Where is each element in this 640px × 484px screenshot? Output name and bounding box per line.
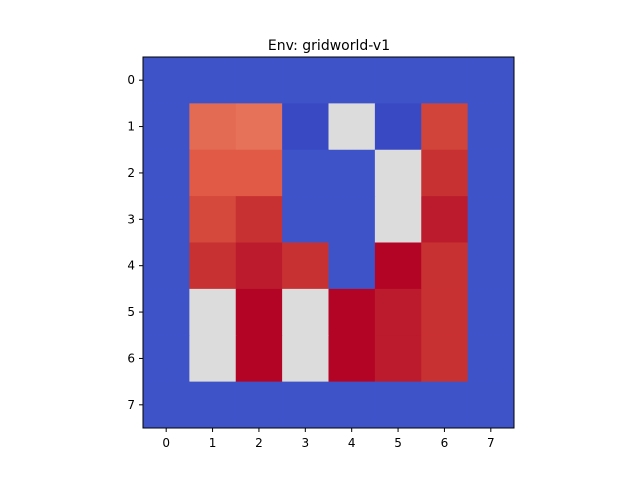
heatmap-cell-r7-c4 [328,381,376,429]
heatmap-cell-r3-c7 [467,196,515,243]
heatmap-cells [143,57,515,429]
y-tick-label: 7 [127,398,135,412]
heatmap-cell-r2-c1 [189,149,237,197]
x-tick-label: 1 [209,436,217,450]
heatmap-cell-r0-c7 [467,57,515,104]
y-tick-label: 0 [127,73,135,87]
heatmap-cell-r4-c7 [467,242,515,290]
heatmap-cell-r0-c1 [189,57,237,104]
heatmap-cell-r0-c0 [143,57,190,104]
heatmap-cell-r4-c2 [235,242,283,290]
heatmap-cell-r2-c7 [467,149,515,197]
heatmap-cell-r1-c0 [143,103,190,151]
heatmap-cell-r1-c6 [421,103,469,151]
heatmap-cell-r1-c3 [282,103,329,151]
heatmap-cell-r0-c5 [374,57,422,104]
heatmap-cell-r0-c6 [421,57,469,104]
heatmap-cell-r2-c5 [374,149,422,197]
y-axis: 0 1 2 3 4 5 6 7 [127,73,143,412]
heatmap-cell-r2-c2 [235,149,283,197]
heatmap-cell-r1-c5 [374,103,422,151]
heatmap-cell-r5-c6 [421,288,469,336]
heatmap-cell-r7-c6 [421,381,469,429]
x-tick-label: 4 [348,436,356,450]
heatmap-cell-r3-c0 [143,196,190,243]
heatmap-cell-r6-c4 [328,335,376,383]
x-tick-label: 6 [441,436,449,450]
x-tick-label: 7 [487,436,495,450]
heatmap-cell-r1-c4 [328,103,376,151]
y-tick-label: 1 [127,120,135,134]
heatmap-cell-r7-c5 [374,381,422,429]
heatmap-cell-r6-c0 [143,335,190,383]
heatmap-cell-r2-c6 [421,149,469,197]
heatmap-cell-r7-c3 [282,381,329,429]
heatmap-cell-r6-c5 [374,335,422,383]
heatmap-cell-r4-c4 [328,242,376,290]
heatmap-cell-r2-c4 [328,149,376,197]
heatmap-cell-r5-c0 [143,288,190,336]
heatmap-cell-r4-c5 [374,242,422,290]
heatmap-cell-r4-c3 [282,242,329,290]
heatmap-cell-r3-c4 [328,196,376,243]
heatmap-cell-r2-c3 [282,149,329,197]
heatmap-cell-r1-c7 [467,103,515,151]
y-tick-label: 2 [127,166,135,180]
x-axis: 0 1 2 3 4 5 6 7 [162,428,495,450]
heatmap-cell-r5-c1 [189,288,237,336]
heatmap-cell-r1-c1 [189,103,237,151]
heatmap-cell-r5-c2 [235,288,283,336]
heatmap-cell-r0-c2 [235,57,283,104]
heatmap-cell-r2-c0 [143,149,190,197]
chart-title: Env: gridworld-v1 [268,38,390,54]
y-tick-label: 3 [127,212,135,226]
heatmap-cell-r3-c3 [282,196,329,243]
y-tick-label: 4 [127,259,135,273]
x-tick-label: 5 [394,436,402,450]
heatmap-cell-r4-c0 [143,242,190,290]
heatmap-cell-r6-c3 [282,335,329,383]
heatmap-cell-r7-c7 [467,381,515,429]
heatmap-cell-r7-c2 [235,381,283,429]
heatmap-cell-r0-c3 [282,57,329,104]
heatmap-cell-r5-c7 [467,288,515,336]
heatmap-cell-r6-c6 [421,335,469,383]
heatmap-cell-r5-c3 [282,288,329,336]
y-tick-label: 5 [127,305,135,319]
heatmap-cell-r7-c0 [143,381,190,429]
heatmap-cell-r4-c6 [421,242,469,290]
heatmap-cell-r6-c7 [467,335,515,383]
heatmap-cell-r3-c5 [374,196,422,243]
heatmap-cell-r4-c1 [189,242,237,290]
heatmap-cell-r1-c2 [235,103,283,151]
y-tick-label: 6 [127,351,135,365]
heatmap-cell-r5-c5 [374,288,422,336]
x-tick-label: 3 [301,436,309,450]
x-tick-label: 2 [255,436,263,450]
x-tick-label: 0 [162,436,170,450]
heatmap-cell-r3-c1 [189,196,237,243]
heatmap-cell-r7-c1 [189,381,237,429]
heatmap-cell-r6-c1 [189,335,237,383]
heatmap-cell-r3-c2 [235,196,283,243]
axes-frame [142,56,515,429]
heatmap-cell-r0-c4 [328,57,376,104]
heatmap-cell-r3-c6 [421,196,469,243]
heatmap-cell-r5-c4 [328,288,376,336]
heatmap-cell-r6-c2 [235,335,283,383]
